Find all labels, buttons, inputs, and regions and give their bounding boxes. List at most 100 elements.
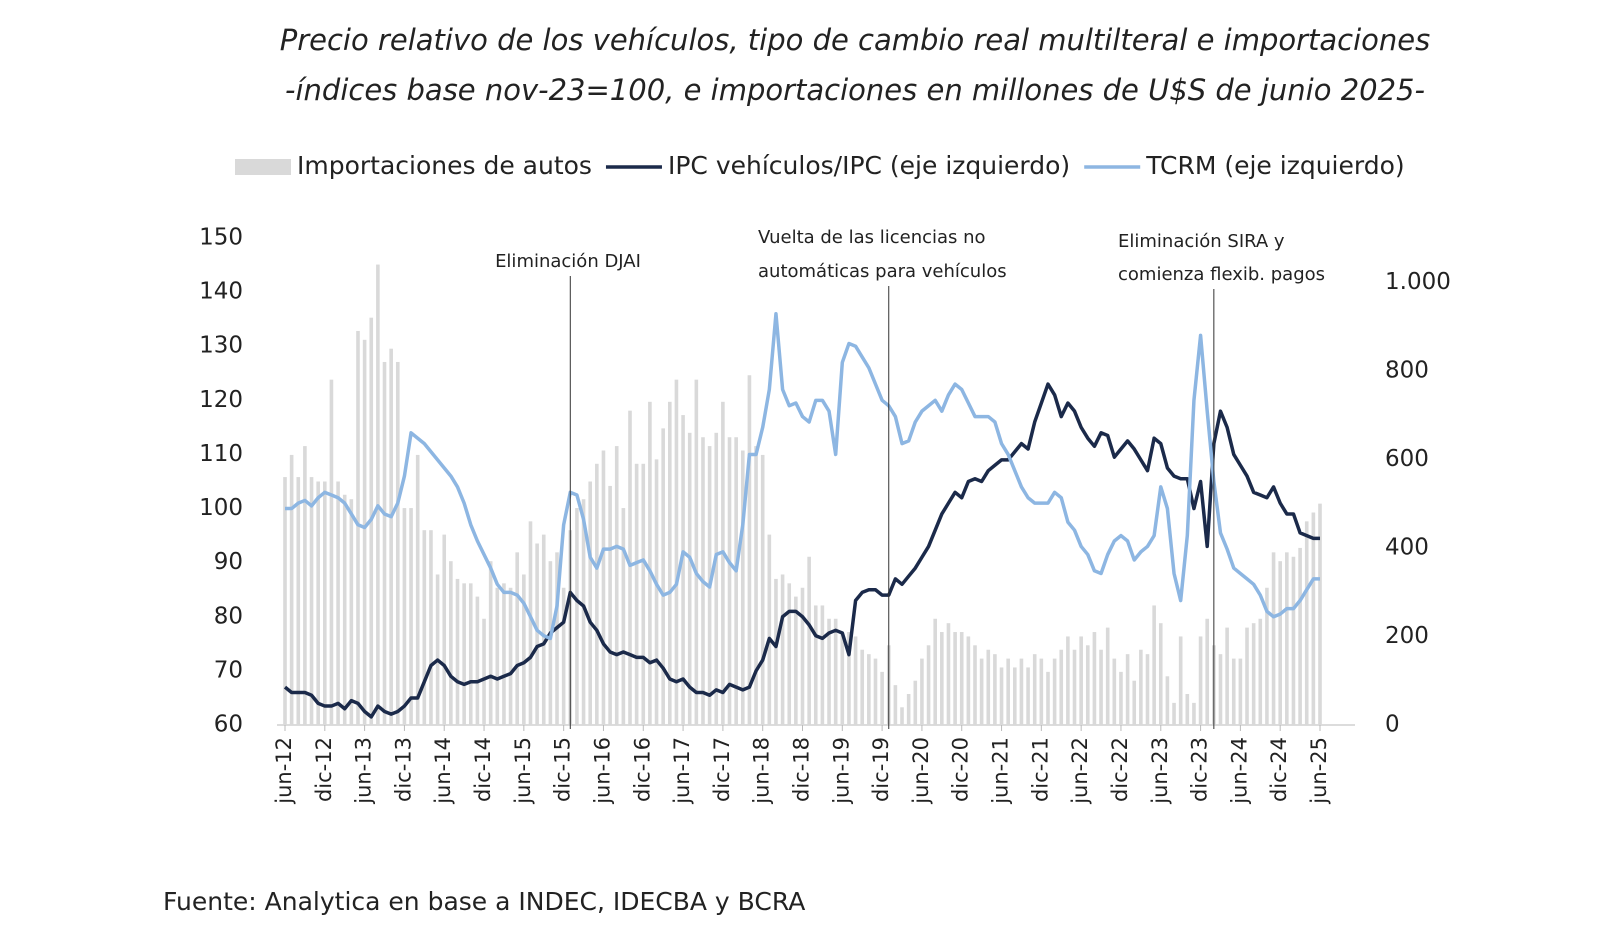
bar [1298,547,1302,725]
bar [760,454,765,725]
y-tick-label: 110 [199,441,243,467]
bar [1013,667,1017,725]
annotation: comienza flexib. pagos [1118,264,1325,285]
bar [820,605,825,725]
bar [303,446,307,725]
y2-tick-label: 800 [1385,357,1429,383]
bar [993,654,997,725]
bar [283,477,287,725]
annotation: automáticas para vehículos [758,261,1007,282]
bar [1311,512,1316,725]
bar [349,499,354,725]
bar [740,450,745,725]
bar [959,632,964,725]
bar [1152,605,1156,725]
x-tick-label: dic-21 [1028,737,1052,802]
annotation: Eliminación DJAI [495,251,641,272]
bar [940,632,944,725]
bar [840,632,845,725]
bar [1192,702,1196,725]
bar [1231,658,1236,725]
bar [1072,649,1077,725]
bar [581,499,586,725]
x-tick-label: dic-23 [1188,737,1212,802]
bar [475,596,480,725]
x-tick-label: dic-15 [551,737,575,802]
bar [1271,552,1276,725]
x-tick-label: jun-17 [670,737,694,805]
bar [316,481,320,725]
bar [1046,671,1050,725]
bar [813,605,818,725]
x-tick-label: dic-17 [710,737,734,802]
bar [595,463,599,725]
chart-subtitle: -índices base nov-23=100, e importacione… [285,73,1425,107]
x-tick-label: dic-14 [471,737,495,802]
bar [774,578,778,725]
bar [727,437,732,725]
bar [515,552,520,725]
bar [668,401,672,725]
bar [747,375,752,725]
bar [953,632,957,725]
bar [588,481,592,725]
bar [674,379,679,725]
bar [1006,658,1010,725]
bar [1278,561,1282,725]
bar [1165,676,1170,725]
bar [694,379,699,725]
bar [435,574,440,725]
bar [853,636,858,725]
bar [986,649,991,725]
bar [1052,658,1057,725]
x-tick-label: jun-25 [1307,737,1331,805]
bar [979,658,984,725]
bar [522,574,526,725]
bar [780,574,785,725]
bar [906,694,911,725]
bar [1019,658,1024,725]
bar [966,636,971,725]
bar [608,485,612,725]
bar [827,618,831,725]
bar [1125,654,1130,725]
bar [502,583,506,725]
y-tick-label: 150 [199,225,243,251]
bar [468,583,473,725]
bar [767,534,772,725]
bar [1099,649,1103,725]
bar [1158,623,1163,725]
bar [309,477,314,725]
bar [1032,654,1037,725]
y2-tick-label: 0 [1385,712,1400,738]
bar [1318,503,1322,725]
x-tick-label: jun-24 [1227,737,1251,805]
bar [714,432,719,725]
bar [342,494,347,725]
bar [1039,658,1044,725]
y-tick-label: 60 [214,712,243,738]
x-tick-label: dic-16 [630,737,654,802]
bar [362,339,367,725]
bar [847,632,851,725]
bar [1205,618,1210,725]
bar [634,463,639,725]
bar [860,649,865,725]
bar [721,401,725,725]
bar [1066,636,1070,725]
bar [1291,556,1296,725]
x-tick-label: dic-24 [1267,737,1291,802]
source: Fuente: Analytica en base a INDEC, IDECB… [163,887,805,916]
bar [800,587,805,725]
bar [323,481,327,725]
bar [422,530,427,725]
bar [289,454,294,725]
y-tick-label: 130 [199,333,243,359]
y2-tick-label: 200 [1385,623,1429,649]
legend-label: Importaciones de autos [297,151,592,180]
bar [794,596,798,725]
y2-tick-label: 1.000 [1385,269,1451,295]
y-tick-label: 120 [199,387,243,413]
x-tick-label: jun-13 [352,737,376,805]
bar [601,450,606,725]
